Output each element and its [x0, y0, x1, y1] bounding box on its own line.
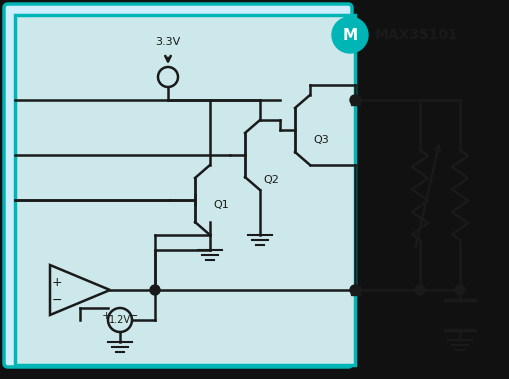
Bar — [351, 96, 360, 105]
Text: Q3: Q3 — [313, 135, 329, 145]
Circle shape — [455, 285, 465, 295]
Circle shape — [350, 285, 360, 295]
Circle shape — [415, 285, 425, 295]
Bar — [351, 286, 360, 295]
Circle shape — [150, 285, 160, 295]
Circle shape — [350, 95, 360, 105]
Text: 3.3V: 3.3V — [155, 37, 181, 47]
FancyBboxPatch shape — [4, 4, 352, 367]
Text: Q2: Q2 — [263, 175, 279, 185]
Text: MAX35101: MAX35101 — [375, 28, 459, 42]
Circle shape — [332, 17, 368, 53]
Polygon shape — [15, 15, 355, 365]
Text: +: + — [101, 311, 110, 321]
Text: +: + — [52, 276, 62, 288]
Text: 1.2V: 1.2V — [109, 315, 131, 325]
Text: M: M — [343, 28, 357, 42]
Text: −: − — [52, 293, 62, 307]
Text: −: − — [129, 311, 138, 321]
Text: Q1: Q1 — [213, 200, 229, 210]
